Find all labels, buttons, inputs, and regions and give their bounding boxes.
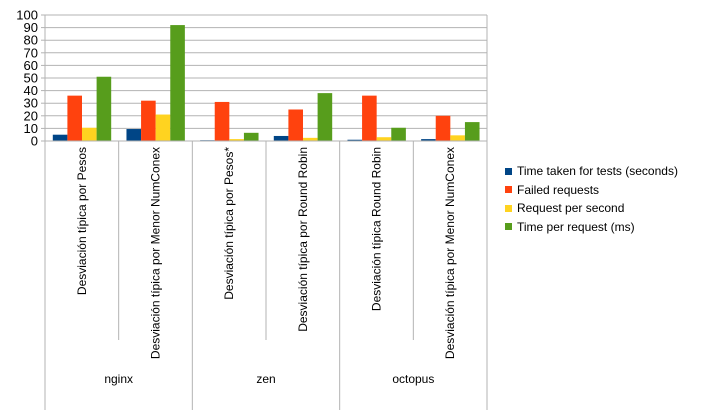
- y-tick-label: 80: [24, 33, 38, 48]
- bar: [52, 134, 68, 141]
- y-tick-label: 90: [24, 20, 38, 35]
- bar: [214, 101, 230, 141]
- bar: [96, 76, 112, 141]
- bar: [347, 139, 363, 141]
- bar: [155, 114, 171, 141]
- y-tick-label: 100: [16, 8, 38, 23]
- x-tick-label: Desviación típica por Pesos: [75, 147, 89, 295]
- x-tick-label: Desviación típica Round Robin: [370, 147, 384, 311]
- bar: [464, 122, 480, 141]
- bar: [170, 25, 185, 141]
- bar: [391, 127, 406, 141]
- bar: [243, 132, 259, 141]
- legend-item: Request per second: [505, 199, 678, 218]
- bar: [141, 100, 156, 141]
- bar: [303, 137, 318, 141]
- y-tick-label: 20: [24, 108, 38, 123]
- bar: [82, 127, 97, 141]
- x-tick-label: Desviación típica por Pesos*: [222, 147, 236, 300]
- legend-item: Failed requests: [505, 181, 678, 200]
- group-label: nginx: [104, 372, 133, 386]
- y-tick-label: 40: [24, 83, 38, 98]
- legend-label: Failed requests: [517, 182, 600, 197]
- y-tick-label: 70: [24, 45, 38, 60]
- legend-item: Time per request (ms): [505, 218, 678, 237]
- legend-item: Time taken for tests (seconds): [505, 162, 678, 181]
- bar: [435, 115, 451, 141]
- legend: Time taken for tests (seconds) Failed req…: [505, 162, 678, 236]
- bar: [273, 135, 289, 141]
- bar: [126, 129, 142, 141]
- y-tick-label: 60: [24, 58, 38, 73]
- legend-label: Time taken for tests (seconds): [517, 164, 678, 179]
- y-tick-label: 50: [24, 71, 38, 86]
- group-label: octopus: [392, 372, 434, 386]
- x-tick-label: Desviación típica por Round Robin: [296, 147, 310, 332]
- bar: [421, 139, 436, 141]
- bar: [317, 93, 333, 141]
- legend-label: Request per second: [517, 201, 625, 216]
- y-tick-label: 0: [31, 134, 38, 149]
- y-tick-label: 30: [24, 96, 38, 111]
- legend-swatch: [505, 167, 512, 175]
- legend-swatch: [505, 186, 512, 194]
- bar: [362, 95, 377, 141]
- bar: [67, 95, 82, 141]
- bar: [229, 139, 244, 141]
- legend-label: Time per request (ms): [517, 219, 635, 234]
- bar: [376, 137, 392, 141]
- group-label: zen: [256, 372, 275, 386]
- legend-swatch: [505, 223, 512, 231]
- legend-swatch: [505, 204, 512, 212]
- x-tick-label: Desviación típica por Menor NumConex: [149, 147, 163, 359]
- grid-lines: [45, 14, 487, 142]
- bar: [288, 109, 303, 141]
- bars: [52, 25, 480, 141]
- axes: [41, 14, 488, 410]
- bar: [450, 135, 465, 141]
- x-tick-label: Desviación típica por Menor NumConex: [443, 147, 457, 359]
- y-tick-label: 10: [24, 121, 38, 136]
